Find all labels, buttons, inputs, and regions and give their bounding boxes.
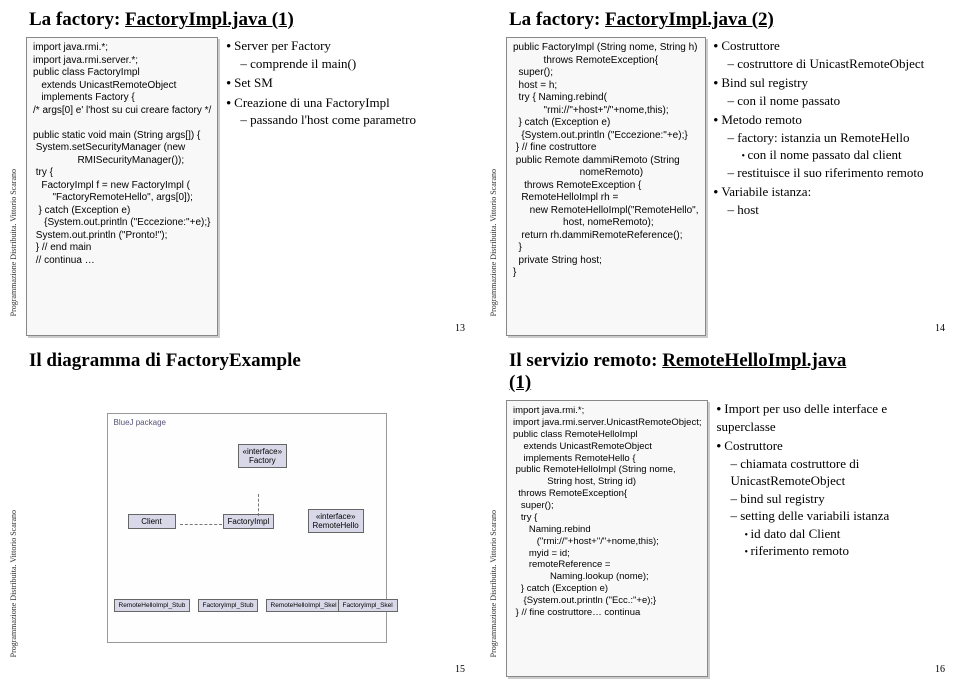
bullet: Variabile istanza:	[721, 184, 811, 199]
slide-title: La factory: FactoryImpl.java (1)	[9, 9, 467, 31]
slide-2: La factory: FactoryImpl.java (2) Program…	[480, 0, 960, 341]
sub-bullet: setting delle variabili istanza	[740, 508, 889, 523]
sub-bullet: restituisce il suo riferimento remoto	[737, 165, 923, 180]
slide-title: Il diagramma di FactoryExample	[9, 350, 467, 372]
bullet: Costruttore	[724, 438, 783, 453]
slide-title: Il servizio remoto: RemoteHelloImpl.java…	[489, 350, 947, 394]
code-block: import java.rmi.*; import java.rmi.serve…	[26, 37, 218, 336]
diagram-arrow	[258, 494, 259, 516]
title-text-b: FactoryImpl.java (2)	[605, 9, 774, 30]
sub-bullet: con il nome passato	[737, 93, 840, 108]
sub-bullet: costruttore di UnicastRemoteObject	[737, 56, 924, 71]
bullet: Metodo remoto	[721, 112, 802, 127]
title-text-a: La factory:	[29, 9, 125, 30]
diagram-box: Client	[128, 514, 176, 529]
notes: Costruttore costruttore di UnicastRemote…	[714, 37, 948, 336]
diagram-arrow	[180, 524, 222, 525]
diagram-box: RemoteHelloImpl_Stub	[114, 599, 191, 612]
diagram-box: FactoryImpl_Stub	[198, 599, 259, 612]
page-number: 15	[455, 664, 465, 675]
page-number: 16	[935, 664, 945, 675]
diagram-package-label: BlueJ package	[114, 418, 166, 427]
slide-1: La factory: FactoryImpl.java (1) Program…	[0, 0, 480, 341]
sub-bullet: host	[737, 202, 759, 217]
side-label: Programmazione Distribuita. Vittorio Sca…	[9, 169, 18, 316]
diagram-box: «interface» RemoteHello	[308, 509, 364, 533]
sub-sub-bullet: id dato dal Client	[751, 526, 841, 541]
diagram-box: RemoteHelloImpl_Skel	[266, 599, 342, 612]
side-label: Programmazione Distribuita. Vittorio Sca…	[489, 169, 498, 316]
bullet: Costruttore	[721, 38, 780, 53]
title-text-b: RemoteHelloImpl.java	[662, 350, 846, 371]
code-block: import java.rmi.*; import java.rmi.serve…	[506, 400, 708, 677]
sub-sub-bullet: con il nome passato dal client	[748, 147, 902, 162]
code-block: public FactoryImpl (String nome, String …	[506, 37, 706, 336]
page-number: 14	[935, 323, 945, 334]
diagram-box: «interface» Factory	[238, 444, 288, 468]
side-label: Programmazione Distribuita. Vittorio Sca…	[489, 510, 498, 657]
bullet: Server per Factory	[234, 38, 331, 53]
sub-bullet: comprende il main()	[250, 56, 356, 71]
slide-4: Il servizio remoto: RemoteHelloImpl.java…	[480, 341, 960, 682]
slide-title: La factory: FactoryImpl.java (2)	[489, 9, 947, 31]
title-text-a: Il servizio remoto:	[509, 350, 662, 371]
title-text-c: (1)	[509, 372, 531, 393]
bullet: Bind sul registry	[721, 75, 808, 90]
bullet: Import per uso delle interface e supercl…	[716, 401, 887, 434]
bullet: Creazione di una FactoryImpl	[234, 95, 390, 110]
sub-bullet: passando l'host come parametro	[250, 112, 416, 127]
bullet: Set SM	[234, 75, 273, 90]
sub-bullet: factory: istanzia un RemoteHello	[737, 130, 909, 145]
page-number: 13	[455, 323, 465, 334]
side-label: Programmazione Distribuita. Vittorio Sca…	[9, 510, 18, 657]
sub-bullet: chiamata costruttore di UnicastRemoteObj…	[730, 456, 859, 489]
sub-sub-bullet: riferimento remoto	[751, 543, 850, 558]
diagram-box: FactoryImpl_Skel	[338, 599, 398, 612]
notes: Import per uso delle interface e supercl…	[716, 400, 947, 677]
sub-bullet: bind sul registry	[740, 491, 825, 506]
uml-diagram: BlueJ package «interface» Factory Client…	[107, 413, 387, 643]
diagram-box: FactoryImpl	[223, 514, 275, 529]
title-text-a: La factory:	[509, 9, 605, 30]
notes: Server per Factory comprende il main() S…	[226, 37, 467, 336]
title-text-b: FactoryImpl.java (1)	[125, 9, 294, 30]
slide-3: Il diagramma di FactoryExample Programma…	[0, 341, 480, 682]
